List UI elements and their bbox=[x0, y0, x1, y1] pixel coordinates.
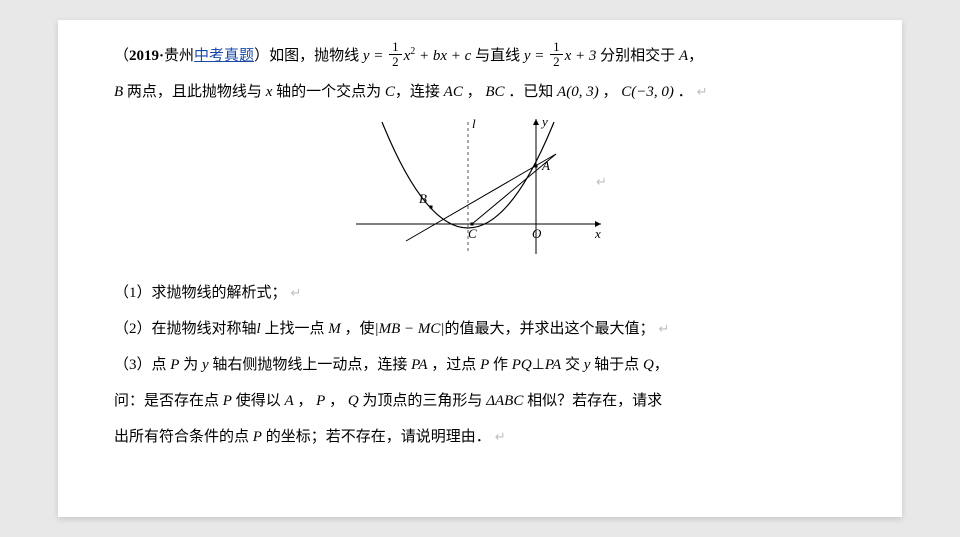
q3-a: （3）点 bbox=[114, 357, 170, 373]
return-icon: ↵ bbox=[697, 84, 708, 99]
q3-y: y bbox=[202, 357, 209, 373]
q3-h: ， bbox=[654, 357, 669, 373]
q3-e: 作 bbox=[489, 357, 512, 373]
svg-text:x: x bbox=[594, 226, 601, 241]
problem-line-1: （2019·贵州中考真题）如图，抛物线 y = 12x2 + bx + c 与直… bbox=[114, 38, 838, 74]
q3-PA: PA bbox=[411, 357, 427, 373]
l2-e: ．已知 bbox=[505, 84, 558, 100]
line1-end: 分别相交于 bbox=[596, 48, 679, 64]
l2-f: ， bbox=[599, 84, 622, 100]
svg-text:B: B bbox=[419, 191, 427, 206]
frac-2-den: 2 bbox=[550, 55, 563, 69]
eq1-lhs: y = bbox=[363, 48, 387, 64]
q1-text: （1）求抛物线的解析式； bbox=[114, 285, 287, 301]
src-open: （ bbox=[114, 48, 129, 64]
l2-d: ， bbox=[463, 84, 486, 100]
eq1-after: 与直线 bbox=[471, 48, 524, 64]
question-3-line-1: （3）点 P 为 y 轴右侧抛物线上一动点，连接 PA ，过点 P 作 PQ⊥P… bbox=[114, 347, 838, 383]
q3-l2d: ， bbox=[325, 393, 348, 409]
l2-C: C bbox=[385, 84, 395, 100]
l2-AC: AC bbox=[444, 84, 463, 100]
l2-A0: A(0, 3) bbox=[557, 84, 599, 100]
q2-b: 上找一点 bbox=[261, 321, 329, 337]
frac-2: 12 bbox=[550, 40, 563, 68]
eq2-rest: x + 3 bbox=[565, 48, 597, 64]
l2-C0: C(−3, 0) bbox=[621, 84, 674, 100]
svg-text:C: C bbox=[468, 226, 477, 241]
province: 贵州 bbox=[164, 48, 194, 64]
q3-P3: P bbox=[223, 393, 232, 409]
q3-l2b: 使得以 bbox=[232, 393, 285, 409]
l2-c: ，连接 bbox=[395, 84, 444, 100]
parabola-figure: l y x O A B C bbox=[346, 114, 606, 264]
question-2: （2）在抛物线对称轴l 上找一点 M ，使|MB − MC|的值最大，并求出这个… bbox=[114, 311, 838, 347]
q3-c: 轴右侧抛物线上一动点，连接 bbox=[209, 357, 412, 373]
figure-container: l y x O A B C ↵ bbox=[114, 114, 838, 269]
l2-BC: BC bbox=[485, 84, 504, 100]
question-1: （1）求抛物线的解析式； ↵ bbox=[114, 275, 838, 311]
q3-l3b: 的坐标；若不存在，请说明理由． bbox=[262, 429, 491, 445]
q3-l3a: 出所有符合条件的点 bbox=[114, 429, 253, 445]
q3-P5: P bbox=[253, 429, 262, 445]
q3-ABC: ΔABC bbox=[486, 393, 523, 409]
line1-comma: ， bbox=[688, 48, 703, 64]
document-page: （2019·贵州中考真题）如图，抛物线 y = 12x2 + bx + c 与直… bbox=[58, 20, 902, 517]
q3-Q: Q bbox=[643, 357, 654, 373]
q2-abs: |MB − MC| bbox=[374, 321, 444, 337]
q3-P2: P bbox=[480, 357, 489, 373]
q3-PQ: PQ bbox=[512, 357, 532, 373]
q3-A: A bbox=[284, 393, 293, 409]
q3-b: 为 bbox=[179, 357, 202, 373]
q3-l2a: 问：是否存在点 bbox=[114, 393, 223, 409]
q3-l2e: 为顶点的三角形与 bbox=[359, 393, 487, 409]
year: 2019· bbox=[129, 48, 164, 64]
svg-text:y: y bbox=[540, 114, 548, 129]
q3-g: 轴于点 bbox=[590, 357, 643, 373]
question-3-line-2: 问：是否存在点 P 使得以 A ， P ， Q 为顶点的三角形与 ΔABC 相似… bbox=[114, 383, 838, 419]
return-icon: ↵ bbox=[659, 321, 670, 336]
eq2-lhs: y = bbox=[524, 48, 548, 64]
q3-l2f: 相似？若存在，请求 bbox=[523, 393, 662, 409]
q3-d: ，过点 bbox=[428, 357, 481, 373]
q2-a: （2）在抛物线对称轴 bbox=[114, 321, 257, 337]
frac-1: 12 bbox=[389, 40, 402, 68]
return-icon: ↵ bbox=[596, 174, 607, 190]
l2-g: ． bbox=[674, 84, 693, 100]
q2-c: ，使 bbox=[341, 321, 375, 337]
q2-d: 的值最大，并求出这个最大值； bbox=[445, 321, 655, 337]
q3-l2c: ， bbox=[294, 393, 317, 409]
question-3-line-3: 出所有符合条件的点 P 的坐标；若不存在，请说明理由． ↵ bbox=[114, 419, 838, 455]
q3-P4: P bbox=[316, 393, 325, 409]
frac-2-num: 1 bbox=[550, 40, 563, 55]
source-link[interactable]: 中考真题 bbox=[194, 48, 254, 64]
line1-A: A bbox=[679, 48, 688, 64]
frac-1-den: 2 bbox=[389, 55, 402, 69]
problem-line-2: B 两点，且此抛物线与 x 轴的一个交点为 C，连接 AC ， BC ．已知 A… bbox=[114, 74, 838, 110]
q3-f: 交 bbox=[561, 357, 584, 373]
perp-icon: ⊥ bbox=[532, 357, 545, 373]
l2-B: B bbox=[114, 84, 123, 100]
svg-text:l: l bbox=[472, 116, 476, 131]
return-icon: ↵ bbox=[291, 285, 302, 300]
eq1-rest: + bx + c bbox=[415, 48, 471, 64]
q3-PA2: PA bbox=[545, 357, 561, 373]
frac-1-num: 1 bbox=[389, 40, 402, 55]
l2-a: 两点，且此抛物线与 bbox=[123, 84, 266, 100]
q3-Q2: Q bbox=[348, 393, 359, 409]
l2-b: 轴的一个交点为 bbox=[272, 84, 385, 100]
src-close: ）如图，抛物线 bbox=[254, 48, 363, 64]
svg-text:A: A bbox=[541, 158, 550, 173]
return-icon: ↵ bbox=[495, 429, 506, 444]
svg-text:O: O bbox=[532, 226, 542, 241]
q2-M: M bbox=[328, 321, 341, 337]
